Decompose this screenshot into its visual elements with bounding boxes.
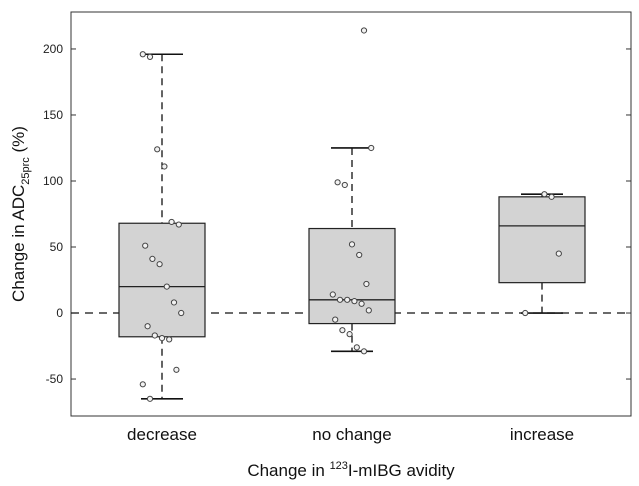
y-axis-title-subscript: 25prc (20, 157, 32, 185)
data-point-increase-3 (522, 309, 529, 317)
x-axis-title: Change in 123I-mIBG avidity (247, 460, 455, 480)
data-point-decrease-11 (178, 309, 185, 317)
data-point-no-change-17 (360, 348, 368, 355)
data-point-decrease-3 (161, 163, 168, 170)
data-point-no-change-3 (341, 181, 348, 189)
y-axis-title: Change in ADC25prc (%) (9, 126, 32, 302)
data-point-decrease-9 (163, 283, 170, 290)
data-point-decrease-5 (175, 221, 182, 228)
data-point-no-change-9 (344, 296, 351, 303)
data-point-decrease-10 (170, 299, 178, 306)
data-point-decrease-18 (146, 395, 154, 402)
data-point-no-change-14 (339, 327, 346, 334)
data-point-no-change-8 (336, 296, 344, 303)
data-point-decrease-17 (139, 381, 146, 388)
data-point-increase-0 (541, 191, 548, 198)
data-point-decrease-14 (158, 335, 166, 342)
data-point-decrease-1 (146, 53, 154, 60)
x-category-label-increase: increase (510, 425, 574, 444)
x-axis-title-prefix: Change in (247, 461, 329, 480)
data-point-decrease-15 (166, 336, 173, 343)
data-point-no-change-4 (348, 241, 356, 248)
box-decrease (118, 222, 206, 338)
data-point-decrease-6 (142, 242, 149, 249)
data-point-no-change-16 (353, 344, 360, 351)
data-point-no-change-15 (346, 331, 353, 338)
boxes-group (118, 53, 586, 400)
data-point-increase-2 (555, 250, 562, 257)
data-point-decrease-2 (154, 146, 161, 153)
data-point-no-change-2 (334, 179, 341, 186)
y-axis-title-prefix: Change in ADC (9, 185, 28, 302)
data-point-decrease-7 (149, 255, 156, 262)
data-point-no-change-10 (351, 298, 358, 305)
x-axis-category-labels: decrease no change increase (127, 425, 574, 444)
y-tick-label-0: -50 (46, 372, 64, 386)
x-category-label-decrease: decrease (127, 425, 197, 444)
data-point-no-change-12 (365, 307, 372, 314)
y-tick-label-5: 200 (43, 42, 63, 56)
data-point-no-change-0 (360, 27, 368, 34)
data-point-no-change-1 (368, 144, 375, 152)
x-axis-title-suffix: I-mIBG avidity (348, 461, 455, 480)
data-point-decrease-12 (144, 323, 151, 330)
data-point-no-change-5 (356, 251, 363, 259)
x-axis-title-superscript: 123 (330, 460, 348, 472)
y-tick-label-3: 100 (43, 174, 63, 188)
x-category-label-no-change: no change (312, 425, 391, 444)
plot-area (70, 11, 632, 417)
data-point-no-change-13 (332, 316, 339, 323)
points-group (139, 27, 562, 402)
data-point-no-change-7 (329, 291, 336, 298)
y-tick-label-4: 150 (43, 108, 63, 122)
box-increase (498, 196, 586, 284)
data-point-increase-1 (548, 193, 555, 200)
y-axis-ticks: -50 0 50 100 150 200 (43, 42, 631, 386)
y-axis-title-suffix: (%) (9, 126, 28, 157)
data-point-decrease-13 (151, 332, 158, 339)
data-point-decrease-16 (173, 366, 180, 373)
data-point-no-change-11 (358, 300, 365, 307)
data-point-decrease-4 (168, 218, 175, 226)
data-point-decrease-0 (139, 51, 146, 58)
data-point-decrease-8 (156, 261, 163, 268)
y-tick-label-2: 50 (50, 240, 64, 254)
y-tick-label-1: 0 (56, 306, 63, 320)
data-point-no-change-6 (363, 280, 370, 288)
